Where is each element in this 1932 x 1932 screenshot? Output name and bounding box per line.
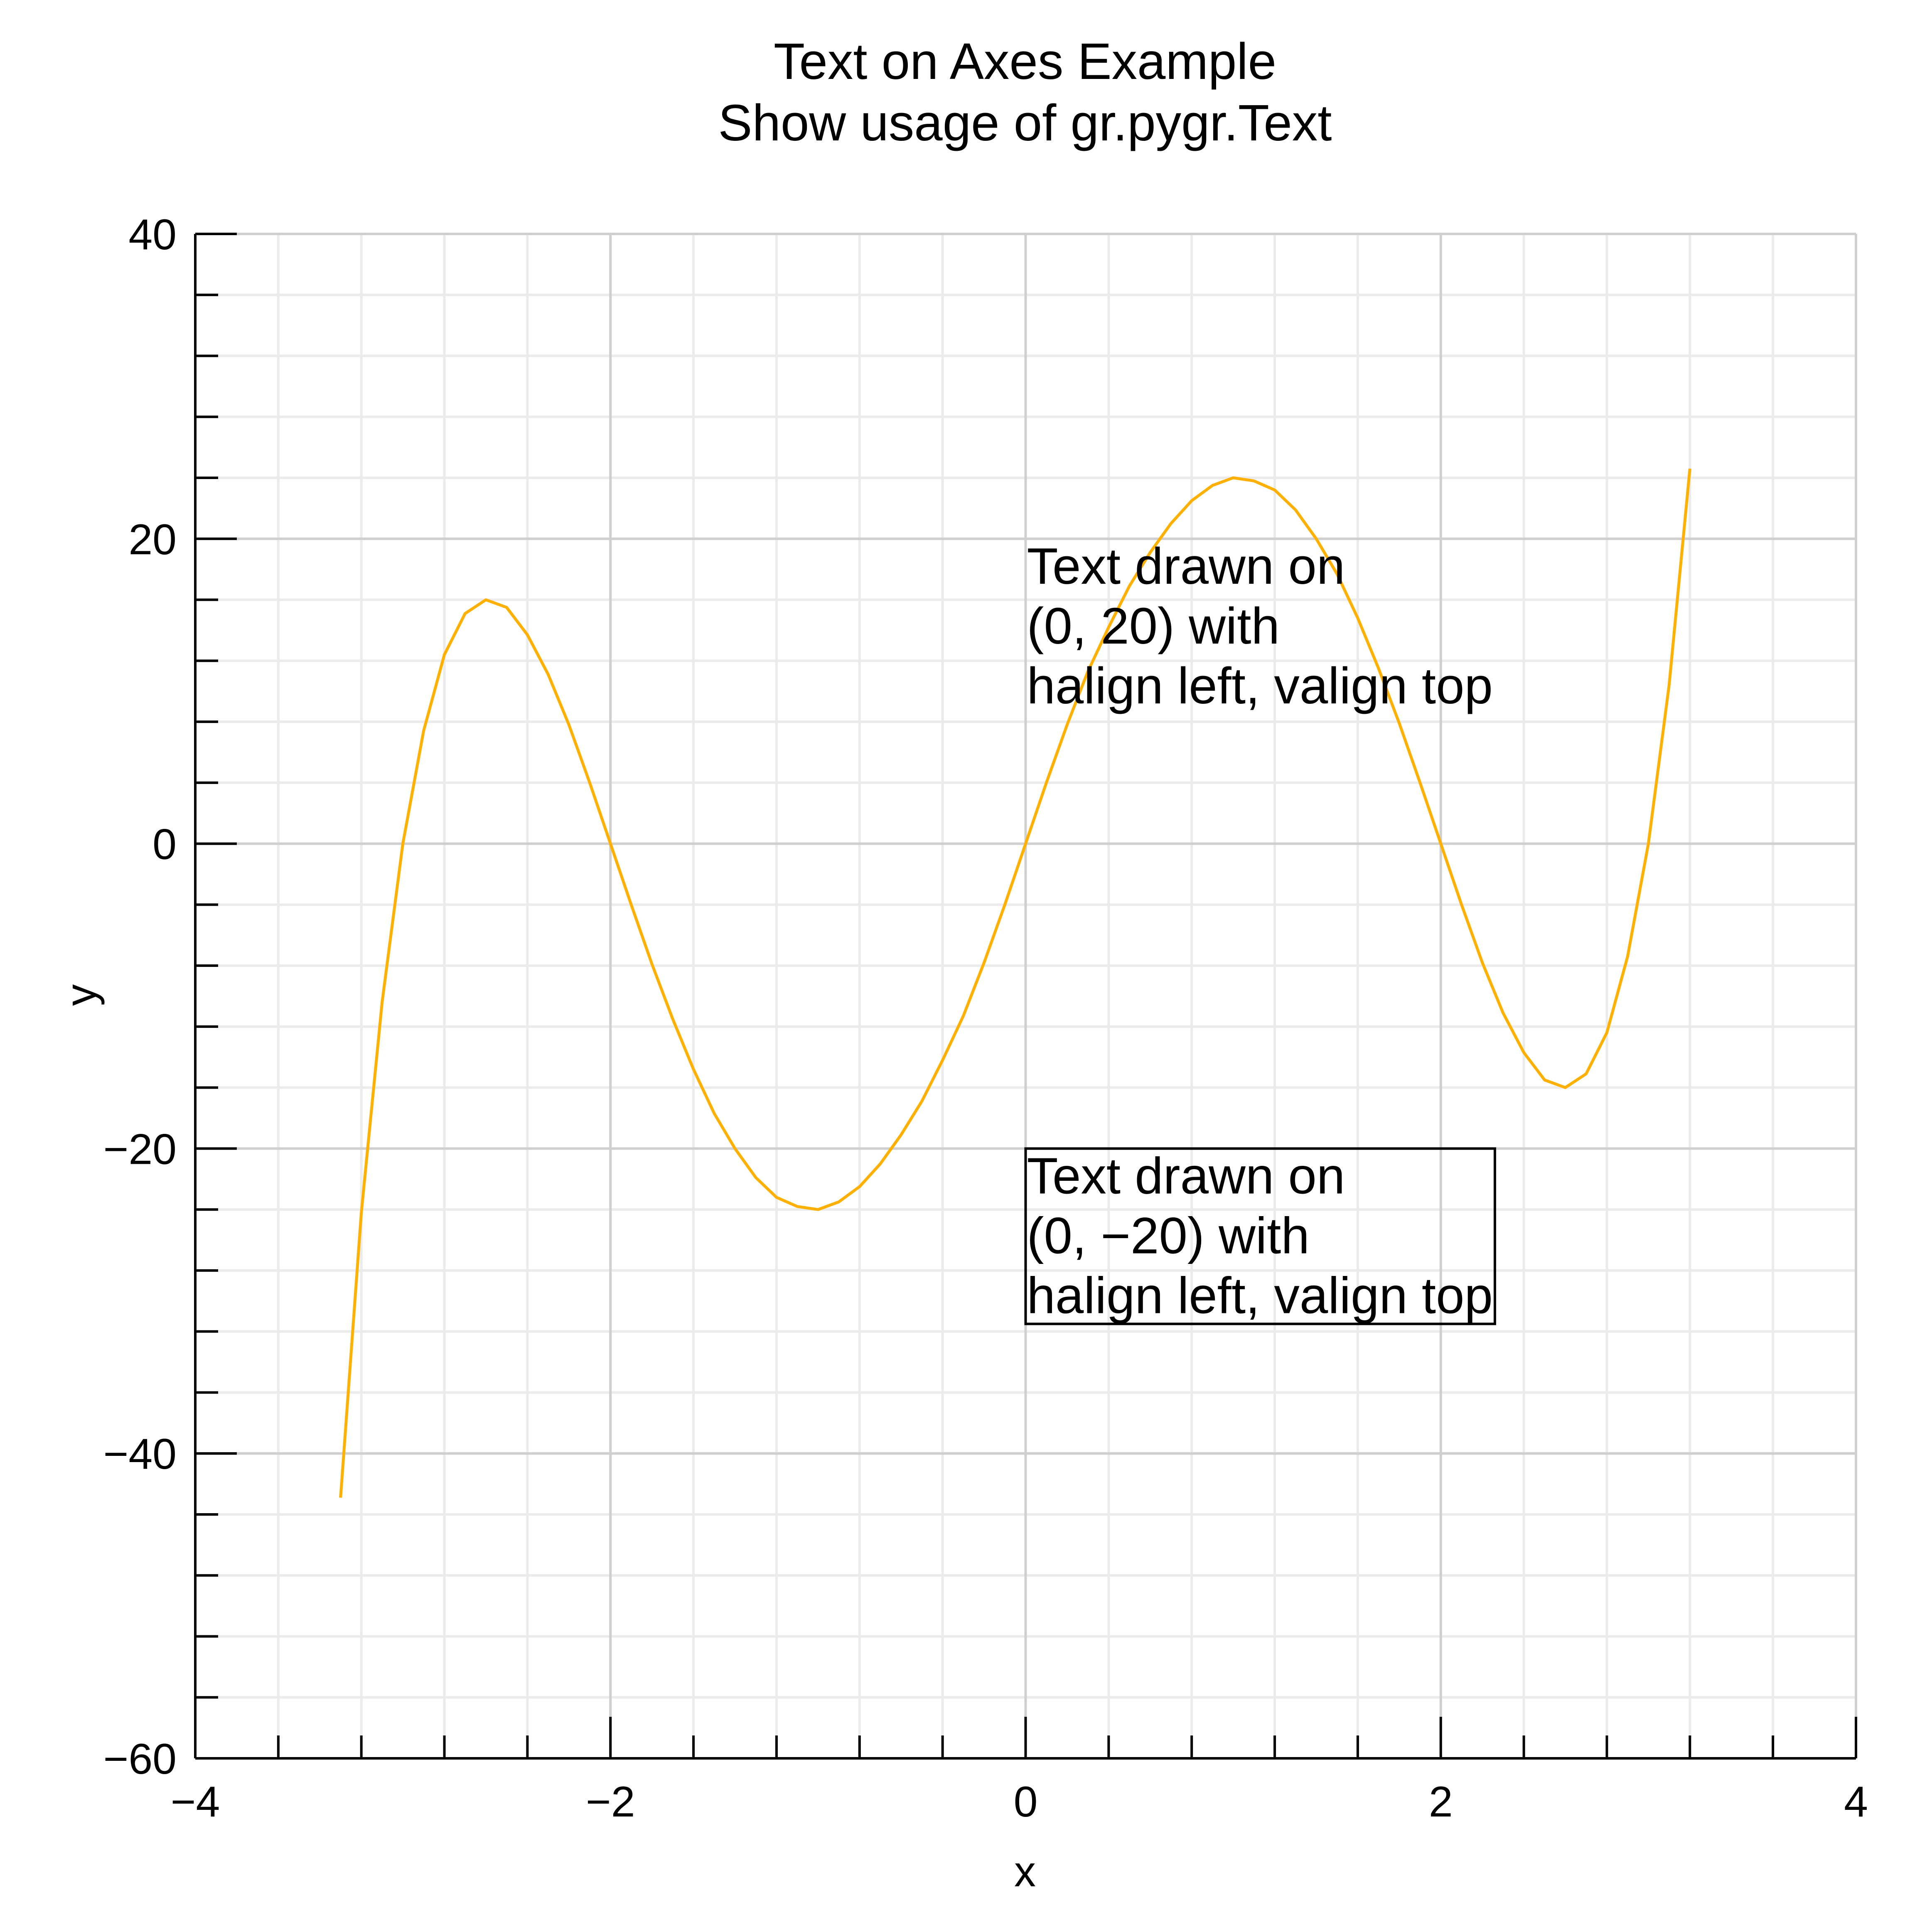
y-tick-label: 20	[128, 516, 177, 564]
y-tick-label: −20	[103, 1125, 177, 1173]
y-tick-label: −60	[103, 1735, 177, 1783]
series-line	[339, 468, 1691, 1498]
x-tick-label: 4	[1844, 1778, 1868, 1826]
annotation-text-line: halign left, valign top	[1027, 658, 1493, 715]
annotation-box	[1024, 1147, 1496, 1325]
annotation-text-line: Text drawn on	[1027, 538, 1345, 595]
chart-title: Text on Axes Example	[774, 33, 1276, 90]
annotation-text-line: (0, −20) with	[1027, 1207, 1310, 1264]
y-tick-label: 40	[128, 211, 177, 259]
x-axis-label: x	[1014, 1848, 1036, 1896]
chart-subtitle: Show usage of gr.pygr.Text	[718, 95, 1332, 152]
plot-area	[339, 468, 1691, 1498]
y-tick-label: −40	[103, 1430, 177, 1478]
x-tick-label: −4	[171, 1778, 220, 1826]
grid	[194, 233, 1857, 1760]
x-tick-label: 0	[1014, 1778, 1038, 1826]
x-tick-label: −2	[586, 1778, 635, 1826]
x-tick-label: 2	[1429, 1778, 1453, 1826]
annotation-text-line: (0, 20) with	[1027, 598, 1280, 655]
y-tick-label: 0	[152, 821, 177, 869]
annotation-text-line: halign left, valign top	[1027, 1267, 1493, 1324]
y-axis-label: y	[57, 984, 105, 1006]
annotation-text-line: Text drawn on	[1027, 1148, 1345, 1204]
